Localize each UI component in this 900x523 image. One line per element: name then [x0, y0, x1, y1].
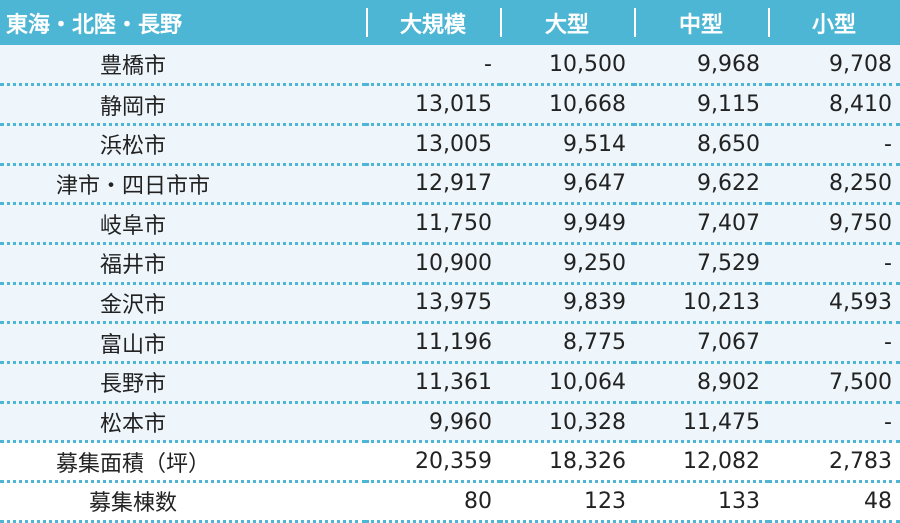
value-cell: 10,500 [500, 45, 634, 87]
value-cell: 9,250 [500, 243, 634, 285]
city-name: 岐阜市 [0, 203, 366, 245]
value-cell: 48 [768, 481, 900, 523]
table-row: 福井市 10,900 9,250 7,529 - [0, 243, 900, 285]
table-row: 岐阜市 11,750 9,949 7,407 9,750 [0, 203, 900, 245]
value-cell: 9,514 [500, 124, 634, 166]
value-cell: 9,968 [634, 45, 768, 87]
value-cell: 20,359 [366, 441, 500, 484]
table-row: 松本市 9,960 10,328 11,475 - [0, 402, 900, 444]
value-cell: - [366, 45, 500, 87]
table-row: 金沢市 13,975 9,839 10,213 4,593 [0, 283, 900, 325]
value-cell: 9,115 [634, 84, 768, 126]
table-row: 静岡市 13,015 10,668 9,115 8,410 [0, 84, 900, 126]
city-name: 豊橋市 [0, 45, 366, 87]
city-name: 金沢市 [0, 283, 366, 325]
value-cell: - [768, 402, 900, 444]
value-cell: 11,750 [366, 203, 500, 245]
value-cell: 10,328 [500, 402, 634, 444]
table-row: 津市・四日市市 12,917 9,647 9,622 8,250 [0, 164, 900, 206]
value-cell: 9,750 [768, 203, 900, 245]
city-name: 福井市 [0, 243, 366, 285]
value-cell: 8,410 [768, 84, 900, 126]
value-cell: 9,622 [634, 164, 768, 206]
value-cell: 8,775 [500, 322, 634, 364]
value-cell: 7,529 [634, 243, 768, 285]
summary-row-area: 募集面積（坪） 20,359 18,326 12,082 2,783 [0, 441, 900, 484]
table-row: 豊橋市 - 10,500 9,968 9,708 [0, 45, 900, 87]
value-cell: - [768, 243, 900, 285]
value-cell: - [768, 322, 900, 364]
summary-label: 募集面積（坪） [0, 441, 366, 484]
header-row: 東海・北陸・長野 大規模 大型 中型 小型 [0, 0, 900, 45]
value-cell: 8,902 [634, 362, 768, 404]
value-cell: - [768, 124, 900, 166]
header-region: 東海・北陸・長野 [6, 12, 183, 38]
header-col-1: 大規模 [366, 0, 500, 45]
value-cell: 8,250 [768, 164, 900, 206]
value-cell: 2,783 [768, 441, 900, 484]
value-cell: 123 [500, 481, 634, 523]
city-name: 静岡市 [0, 84, 366, 126]
header-col-4: 小型 [768, 0, 900, 45]
value-cell: 9,960 [366, 402, 500, 444]
table-row: 長野市 11,361 10,064 8,902 7,500 [0, 362, 900, 404]
value-cell: 7,500 [768, 362, 900, 404]
value-cell: 10,213 [634, 283, 768, 325]
city-name: 津市・四日市市 [0, 164, 366, 206]
value-cell: 11,361 [366, 362, 500, 404]
value-cell: 18,326 [500, 441, 634, 484]
value-cell: 10,668 [500, 84, 634, 126]
city-name: 長野市 [0, 362, 366, 404]
value-cell: 11,196 [366, 322, 500, 364]
value-cell: 12,917 [366, 164, 500, 206]
value-cell: 13,005 [366, 124, 500, 166]
summary-label: 募集棟数 [0, 481, 366, 523]
value-cell: 13,015 [366, 84, 500, 126]
value-cell: 9,949 [500, 203, 634, 245]
value-cell: 9,647 [500, 164, 634, 206]
value-cell: 4,593 [768, 283, 900, 325]
value-cell: 7,407 [634, 203, 768, 245]
value-cell: 9,839 [500, 283, 634, 325]
value-cell: 10,900 [366, 243, 500, 285]
value-cell: 80 [366, 481, 500, 523]
summary-row-count: 募集棟数 80 123 133 48 [0, 481, 900, 523]
value-cell: 13,975 [366, 283, 500, 325]
value-cell: 133 [634, 481, 768, 523]
value-cell: 12,082 [634, 441, 768, 484]
value-cell: 7,067 [634, 322, 768, 364]
table-row: 浜松市 13,005 9,514 8,650 - [0, 124, 900, 166]
value-cell: 8,650 [634, 124, 768, 166]
header-col-3: 中型 [634, 0, 768, 45]
city-name: 浜松市 [0, 124, 366, 166]
city-name: 富山市 [0, 322, 366, 364]
value-cell: 11,475 [634, 402, 768, 444]
header-col-2: 大型 [500, 0, 634, 45]
value-cell: 9,708 [768, 45, 900, 87]
table-row: 富山市 11,196 8,775 7,067 - [0, 322, 900, 364]
city-name: 松本市 [0, 402, 366, 444]
value-cell: 10,064 [500, 362, 634, 404]
